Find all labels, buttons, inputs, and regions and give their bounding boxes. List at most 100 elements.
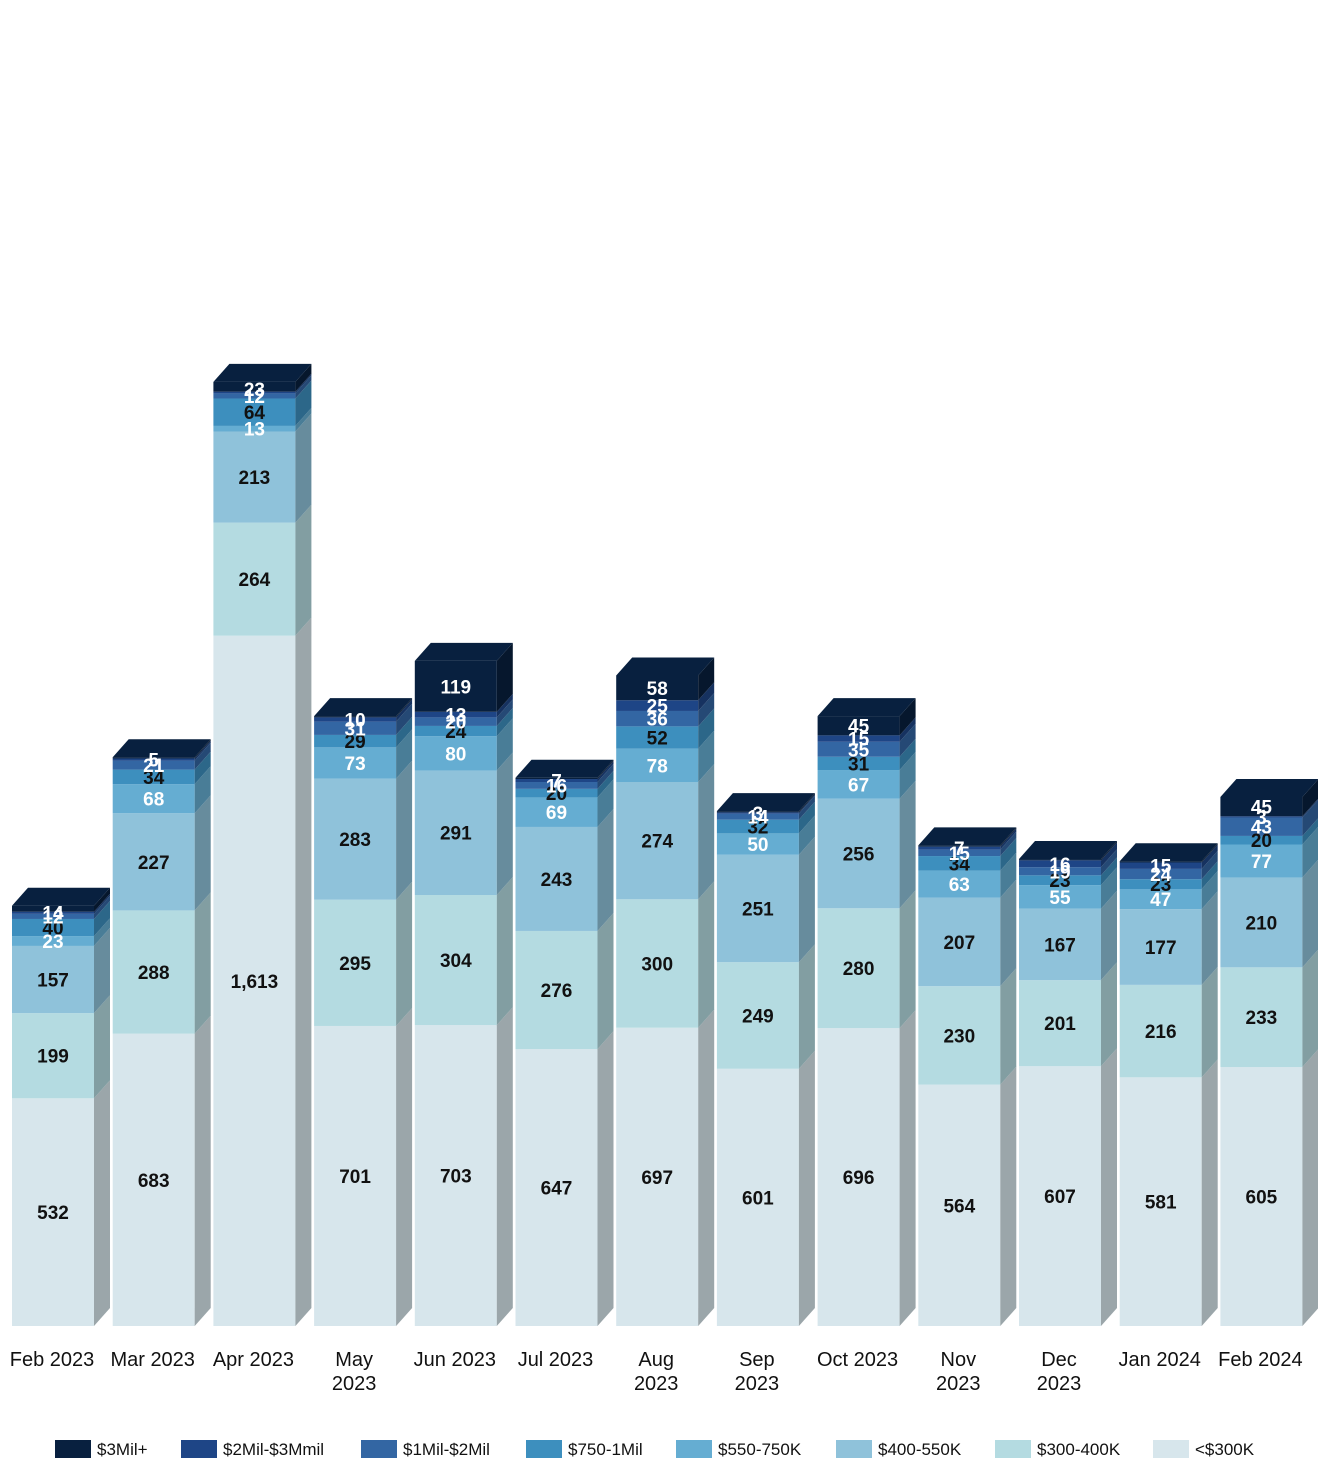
data-label: 15 [1150,857,1172,878]
data-label: 16 [1049,855,1070,876]
legend-swatch [526,1440,562,1458]
data-label: 52 [647,729,668,750]
data-label: 697 [641,1168,673,1189]
bar-top [314,698,413,717]
bar-segment-side [396,703,413,735]
bar-segment-side [194,742,211,770]
bar-segment-1mil-2mil [213,393,296,399]
data-label: 15 [848,730,870,751]
legend-label: $750-1Mil [568,1440,643,1459]
bar-segment-side [1000,828,1017,850]
bar-top [1119,843,1218,862]
bar-segment-3mil [213,381,296,392]
bar-segment-550-750k [1019,885,1101,909]
bar-segment-400-550k [213,431,296,523]
bar-segment-750-1mil [314,734,397,748]
bar-segment-1mil-2mil [414,717,497,726]
bar-segment-300-400k [616,899,699,1028]
bar-segment-side [899,752,916,799]
data-label: 35 [848,740,870,761]
bar-segment-side [496,718,513,771]
bar-segment-side [1000,879,1017,987]
bar-segment-750-1mil [918,856,1001,871]
data-label: 19 [1049,862,1070,883]
bar-top [817,698,916,717]
bar-top [1019,841,1117,860]
data-label: 167 [1044,935,1076,956]
data-label: 251 [742,899,774,920]
bar-segment-2mil-3mmil [1220,816,1303,818]
bar-segment-side [94,887,110,912]
bar-segment-300-400k [112,910,195,1034]
bar-segment-300-400k [213,522,296,636]
bar-segment-side [396,698,413,718]
bar-segment-side [597,764,614,789]
bar-segment-2mil-3mmil [616,700,699,711]
bar-segment-3mil [716,811,799,813]
bar-segment-3mil [1119,861,1202,863]
data-label: 64 [244,403,266,424]
bar-segment-side [496,642,513,712]
bar-segment-400-550k [616,782,699,900]
data-label: 199 [37,1047,69,1068]
bar-segment-300k [1019,1066,1101,1326]
bar-top [414,642,513,661]
bar-segment-side [194,740,211,761]
bar-segment-3mil [616,675,699,701]
data-label: 157 [37,971,69,992]
bar-segment-300-400k [314,899,397,1026]
data-label: 683 [138,1171,170,1192]
data-label: 581 [1145,1193,1177,1214]
data-label: 47 [1150,890,1171,911]
data-label: 13 [244,420,265,441]
data-label: 249 [742,1006,774,1027]
bar-segment-550-750k [1119,889,1202,910]
bar-segment-2mil-3mmil [918,846,1001,850]
data-label: 23 [244,380,265,401]
data-label: 532 [37,1203,69,1224]
data-label: 177 [1145,938,1177,959]
x-tick-label: Sep [739,1349,775,1371]
bar-segment-550-750k [817,770,900,799]
bar-segment-side [798,794,815,814]
data-label: 20 [1251,831,1272,852]
data-label: 55 [1049,888,1071,909]
bar-segment-750-1mil [112,769,195,785]
bar-segment-side [295,413,312,523]
bar-segment-300k [414,1025,497,1326]
bar-segment-side [94,995,110,1099]
bar-segment-750-1mil [616,726,699,749]
x-tick-label: 2023 [735,1373,780,1395]
bar-top [213,363,312,382]
data-label: 256 [843,844,875,865]
data-label: 280 [843,959,875,980]
bar-segment-side [1101,867,1117,909]
data-label: 291 [440,824,472,845]
bar-segment-3mil [414,660,497,712]
bar-segment-side [194,739,211,759]
bar-segment-300-400k [1019,980,1101,1067]
bar-segment-side [798,1050,815,1326]
data-label: 3 [753,804,764,825]
legend-swatch [361,1440,397,1458]
bar-segment-550-750k [314,747,397,779]
data-label: 24 [1150,865,1172,886]
bar-segment-750-1mil [515,788,598,798]
data-label: 36 [647,710,668,731]
bar-segment-2mil-3mmil [716,812,799,814]
legend-item-550-750k: $550-750K [676,1440,802,1459]
bar-segment-side [396,729,413,779]
bar-segment-2mil-3mmil [1119,862,1202,869]
legend-item-3mil: $3Mil+ [55,1440,148,1459]
data-label: 283 [339,830,371,851]
data-label: 24 [445,722,467,743]
data-label: 703 [440,1167,472,1188]
